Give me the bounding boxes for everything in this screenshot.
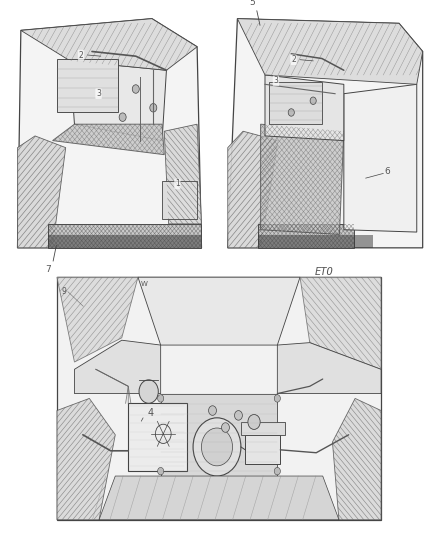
Polygon shape: [228, 19, 423, 248]
Circle shape: [222, 423, 230, 432]
Circle shape: [158, 467, 164, 475]
Polygon shape: [277, 343, 381, 393]
Polygon shape: [161, 393, 277, 476]
Polygon shape: [237, 19, 423, 84]
Polygon shape: [70, 61, 166, 141]
Text: W: W: [141, 281, 148, 287]
Text: ETO: ETO: [315, 267, 333, 277]
Text: 6: 6: [385, 167, 391, 175]
Polygon shape: [18, 19, 201, 248]
Circle shape: [139, 380, 158, 403]
Polygon shape: [74, 340, 161, 393]
Circle shape: [288, 109, 294, 116]
Polygon shape: [21, 19, 197, 70]
Text: 9: 9: [61, 287, 66, 296]
Bar: [57, 59, 118, 112]
Bar: [48, 235, 201, 248]
Circle shape: [201, 428, 233, 466]
Polygon shape: [164, 124, 201, 224]
Polygon shape: [261, 124, 344, 235]
Bar: [245, 435, 280, 464]
Circle shape: [274, 394, 280, 402]
Bar: [162, 181, 197, 219]
Polygon shape: [258, 224, 354, 248]
Text: 3: 3: [96, 89, 101, 98]
Bar: [241, 422, 285, 435]
Polygon shape: [53, 124, 164, 155]
Polygon shape: [228, 131, 278, 248]
Text: 7: 7: [45, 265, 51, 273]
Circle shape: [248, 415, 260, 430]
Polygon shape: [99, 476, 339, 520]
Polygon shape: [332, 399, 381, 520]
Polygon shape: [138, 277, 300, 345]
Bar: [269, 82, 322, 124]
Text: 5: 5: [249, 0, 255, 7]
Text: 3: 3: [273, 76, 279, 85]
Circle shape: [274, 467, 280, 475]
Circle shape: [132, 85, 139, 93]
Bar: [57, 277, 381, 520]
Circle shape: [150, 103, 157, 112]
Text: 2: 2: [79, 51, 83, 60]
Polygon shape: [344, 84, 417, 232]
Polygon shape: [57, 277, 138, 362]
Polygon shape: [18, 136, 66, 248]
Circle shape: [158, 394, 164, 402]
Circle shape: [193, 418, 241, 476]
Circle shape: [234, 410, 242, 420]
Circle shape: [119, 113, 126, 122]
Bar: [128, 403, 187, 471]
Circle shape: [310, 97, 316, 104]
Circle shape: [208, 406, 216, 415]
Bar: [258, 235, 373, 248]
Polygon shape: [57, 399, 115, 520]
Polygon shape: [300, 277, 381, 369]
Polygon shape: [265, 75, 344, 141]
Text: 2: 2: [291, 55, 296, 64]
Text: 1: 1: [175, 180, 180, 189]
Text: 4: 4: [148, 408, 154, 418]
Polygon shape: [48, 224, 201, 248]
